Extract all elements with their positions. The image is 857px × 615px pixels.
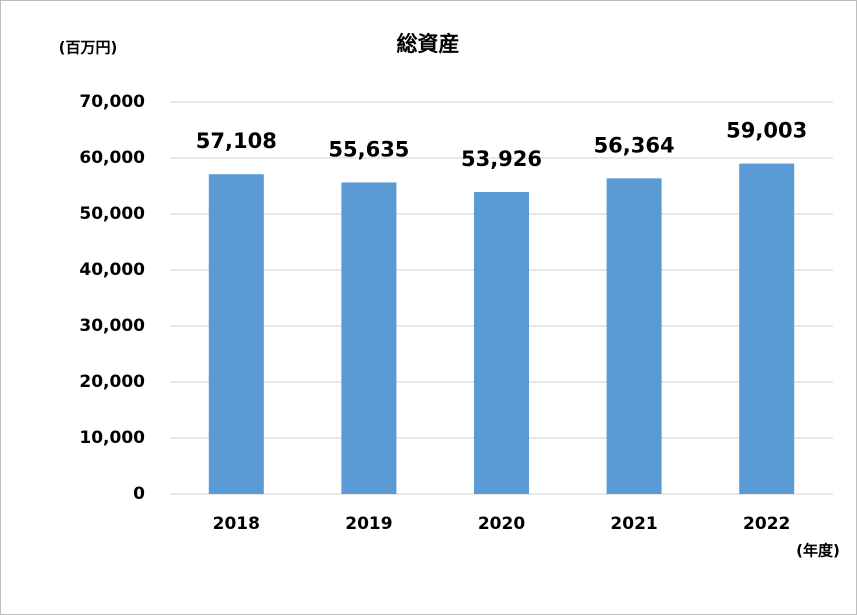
data-label: 56,364 <box>594 133 675 157</box>
bar <box>208 174 264 495</box>
bar <box>606 178 662 494</box>
x-tick-label: 2022 <box>743 514 790 534</box>
y-tick-label: 40,000 <box>79 260 145 280</box>
data-label: 55,635 <box>328 137 409 161</box>
data-label: 53,926 <box>461 147 542 171</box>
bar <box>341 182 397 494</box>
data-label: 57,108 <box>196 129 277 153</box>
data-label: 59,003 <box>726 119 807 143</box>
chart-title: 総資産 <box>397 32 460 56</box>
y-tick-label: 0 <box>133 484 145 504</box>
x-tick-label: 2021 <box>610 514 657 534</box>
y-tick-label: 60,000 <box>79 148 145 168</box>
x-unit-label: (年度) <box>796 542 840 560</box>
y-tick-label: 50,000 <box>79 204 145 224</box>
bar <box>739 163 795 495</box>
y-tick-label: 20,000 <box>79 372 145 392</box>
x-tick-label: 2019 <box>345 514 392 534</box>
bar <box>474 192 529 494</box>
y-tick-label: 30,000 <box>79 316 145 336</box>
y-tick-label: 70,000 <box>79 92 145 112</box>
y-tick-label: 10,000 <box>79 428 145 448</box>
y-unit-label: (百万円) <box>59 39 118 57</box>
x-tick-label: 2020 <box>478 514 525 534</box>
x-tick-label: 2018 <box>213 514 260 534</box>
